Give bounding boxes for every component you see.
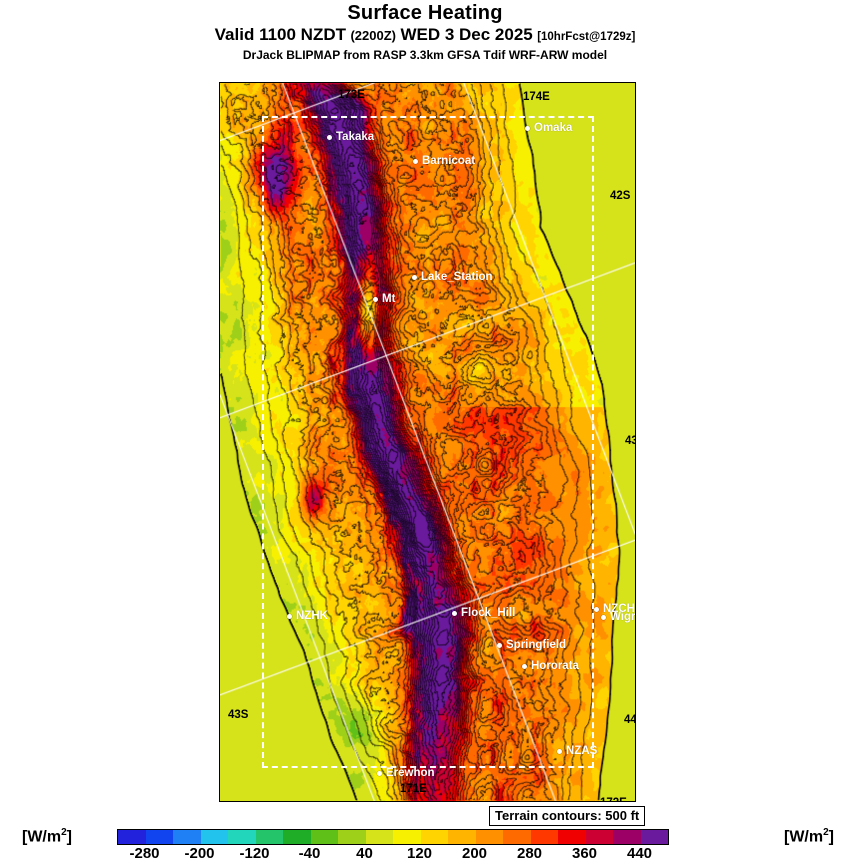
colorbar-swatch-2 [173, 830, 201, 844]
colorbar-scale [117, 829, 669, 845]
title-block: Surface Heating Valid 1100 NZDT (2200Z) … [0, 2, 850, 62]
colorbar-tick-440: 440 [626, 845, 653, 862]
colorbar-swatch-18 [613, 830, 641, 844]
colorbar-swatch-6 [283, 830, 311, 844]
colorbar-tick-120: 120 [406, 845, 433, 862]
colorbar-tick--120: -120 [239, 845, 270, 862]
colorbar-tick-280: 280 [516, 845, 543, 862]
colorbar-swatch-10 [393, 830, 421, 844]
colorbar-swatch-9 [365, 830, 393, 844]
graticule-label-lon-174E: 174E [523, 91, 550, 103]
colorbar-swatch-19 [640, 830, 668, 844]
colorbar-tick--200: -200 [184, 845, 215, 862]
colorbar-swatch-3 [200, 830, 228, 844]
colorbar-swatch-14 [503, 830, 531, 844]
colorbar-tick-40: 40 [356, 845, 373, 862]
colorbar-swatch-5 [255, 830, 283, 844]
forecast-tag: [10hrFcst@1729z] [537, 31, 636, 43]
colorbar-swatch-12 [448, 830, 476, 844]
surface-heating-heatmap [220, 83, 635, 801]
colorbar-swatch-1 [145, 830, 173, 844]
graticule-label-lat-44S-right: 44S [624, 714, 635, 726]
colorbar-swatch-13 [475, 830, 503, 844]
colorbar-swatch-11 [420, 830, 448, 844]
valid-time: Valid 1100 NZDT [214, 25, 346, 44]
colorbar-tick-360: 360 [571, 845, 598, 862]
valid-time-utc: (2200Z) [350, 28, 396, 43]
colorbar-area: [W/m2] [W/m2] -280 -200 -120 -40 40 120 200 280… [0, 826, 850, 862]
colorbar-tick--40: -40 [298, 845, 321, 862]
colorbar-swatch-17 [585, 830, 613, 844]
units-label-right: [W/m2] [784, 827, 834, 846]
graticule-label-lat-43S-right: 43S [625, 435, 635, 447]
colorbar-swatch-16 [558, 830, 586, 844]
page-title: Surface Heating [347, 2, 503, 24]
valid-time-line: Valid 1100 NZDT (2200Z) WED 3 Dec 2025 [… [0, 25, 850, 47]
graticule-label-lat-43S-left: 43S [228, 709, 249, 721]
units-label-left: [W/m2] [22, 827, 72, 846]
terrain-contour-note: Terrain contours: 500 ft [489, 806, 646, 826]
graticule-label-lon-171E: 171E [400, 783, 427, 795]
model-subtitle: DrJack BLIPMAP from RASP 3.3km GFSA Tdif… [242, 48, 608, 62]
colorbar-swatch-0 [118, 830, 146, 844]
colorbar-tick-labels: -280 -200 -120 -40 40 120 200 280 360 440 [0, 845, 850, 862]
colorbar-swatch-8 [338, 830, 366, 844]
colorbar-swatch-15 [530, 830, 558, 844]
colorbar-swatch-7 [310, 830, 338, 844]
valid-date: WED 3 Dec 2025 [400, 25, 533, 44]
colorbar-swatch-4 [228, 830, 256, 844]
colorbar-tick-200: 200 [461, 845, 488, 862]
map-panel[interactable]: 173E174E41S42S42S43S43S44S171E172E Takak… [219, 82, 636, 802]
graticule-label-lon-172E: 172E [600, 797, 627, 801]
graticule-label-lat-42S-right: 42S [610, 190, 631, 202]
colorbar-tick--280: -280 [129, 845, 160, 862]
graticule-label-lon-173E: 173E [338, 89, 365, 101]
